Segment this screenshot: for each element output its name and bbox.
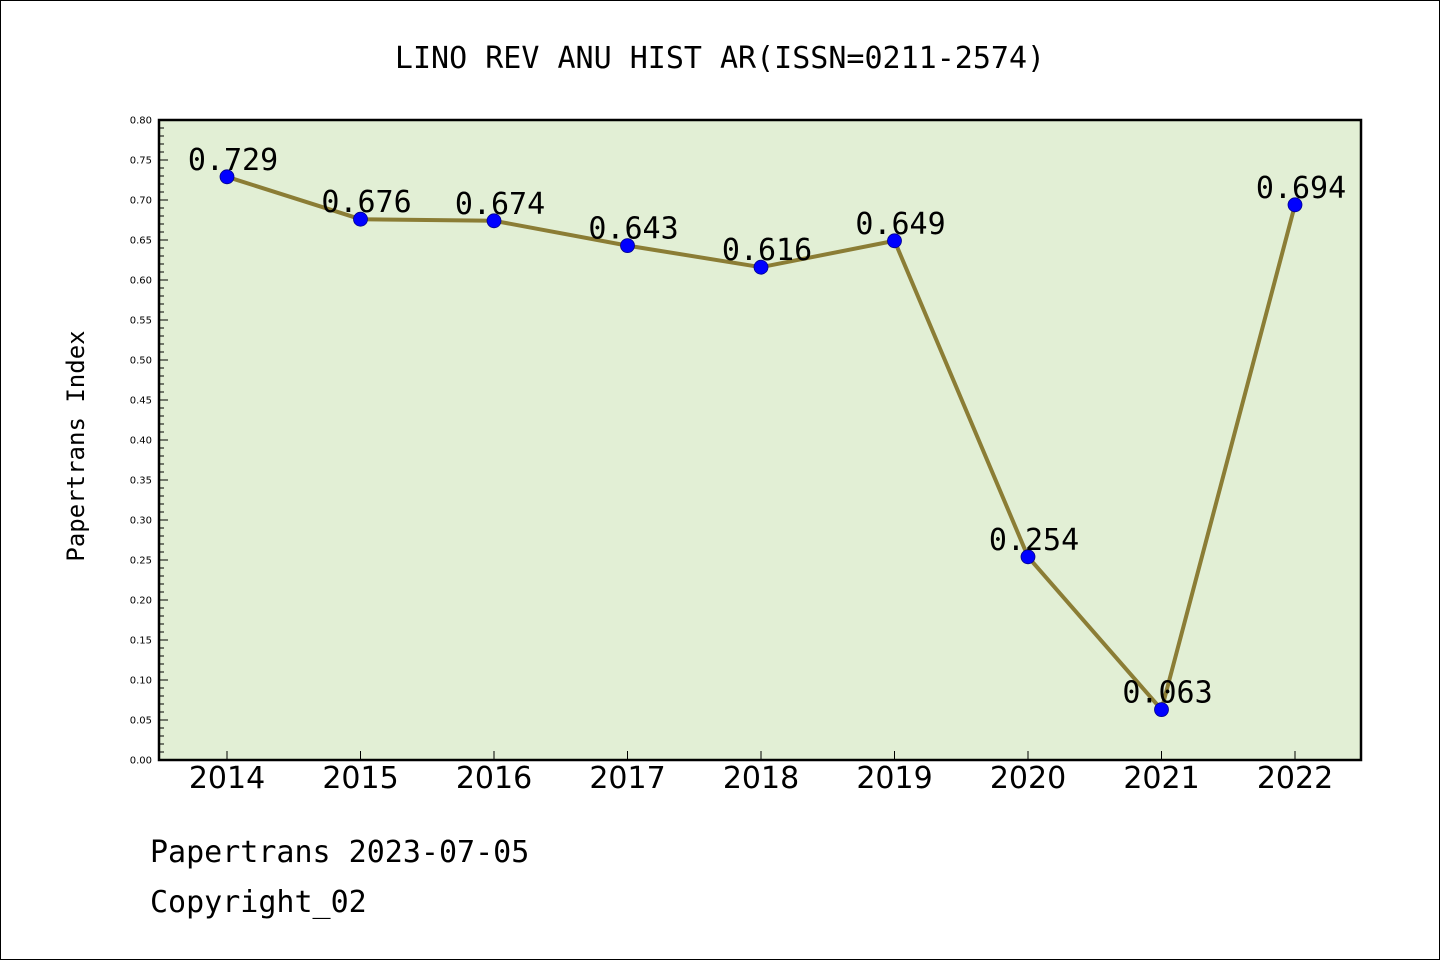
y-tick-label: 0.75 [130,156,152,167]
data-label: 0.063 [1122,676,1212,711]
y-tick-label: 0.00 [130,756,152,767]
x-tick-label: 2017 [589,761,665,796]
y-tick-label: 0.80 [130,116,152,127]
data-point [1020,549,1036,565]
x-tick-label: 2020 [990,761,1066,796]
plot-border [157,118,1363,762]
data-label: 0.676 [321,185,411,220]
y-tick-label: 0.15 [130,636,152,647]
y-tick-label: 0.60 [130,276,152,287]
y-tick-label: 0.35 [130,476,152,487]
data-point [620,238,635,254]
data-label: 0.649 [855,207,945,242]
data-point [753,259,769,275]
x-tick-label: 2019 [856,761,932,796]
y-tick-label: 0.50 [130,356,152,367]
y-tick-label: 0.40 [130,436,152,447]
footer-copyright: Copyright_02 [150,885,367,920]
y-tick-label: 0.25 [130,556,152,567]
data-point [219,169,235,185]
data-point [887,233,902,249]
data-point [1154,702,1169,717]
y-tick-label: 0.10 [130,676,152,687]
data-points [219,169,1303,717]
x-tick-label: 2022 [1257,761,1333,796]
x-tick-label: 2021 [1123,761,1199,796]
data-label: 0.254 [989,523,1079,558]
data-label: 0.616 [722,233,812,268]
x-tick-label: 2015 [322,761,398,796]
y-tick-label: 0.45 [130,396,152,407]
data-point [1287,197,1303,213]
y-tick-label: 0.30 [130,516,152,527]
x-tick-label: 2018 [723,761,799,796]
x-axis: 2014 2015 2016 2017 2018 2019 2020 2021 2022 [189,751,1333,796]
y-axis-label: Papertrans Index [62,330,90,561]
y-tick-label: 0.65 [130,236,152,247]
y-tick-label: 0.20 [130,596,152,607]
footer-date: Papertrans 2023-07-05 [150,835,530,870]
y-axis: 0.00 0.05 0.10 0.15 0.20 0.25 0.30 0.35 0.40 0.45… [130,116,168,767]
data-labels: 0.729 0.676 0.674 0.643 0.616 0.649 0.254 0.063… [188,143,1346,711]
data-point [353,211,368,227]
data-label: 0.674 [455,187,545,222]
y-tick-label: 0.05 [130,716,152,727]
x-tick-label: 2016 [456,761,532,796]
plot-area [159,120,1361,760]
x-tick-label: 2014 [189,761,265,796]
y-tick-label: 0.55 [130,316,152,327]
data-label: 0.729 [188,143,278,178]
data-label: 0.643 [588,212,678,247]
chart-title: LINO REV ANU HIST AR(ISSN=0211-2574) [395,41,1045,76]
y-tick-label: 0.70 [130,196,152,207]
data-point [486,213,502,229]
data-label: 0.694 [1256,171,1346,206]
